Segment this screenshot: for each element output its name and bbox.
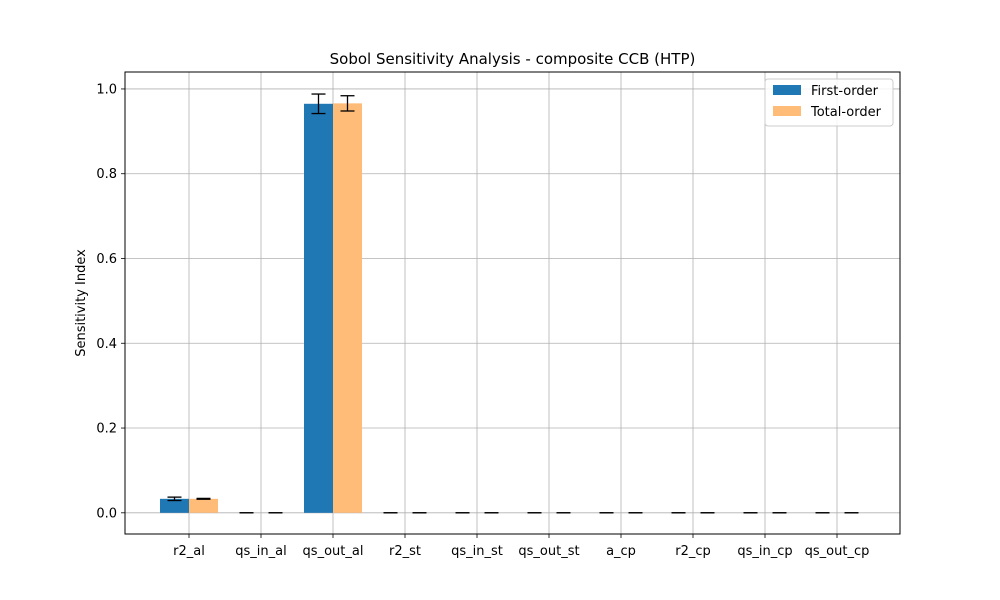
legend-label-first-order: First-order [811,84,879,99]
x-tick-label: r2_st [389,544,421,559]
tick-layer: 0.0 0.2 0.4 0.6 0.8 1.0 r2_al qs_in_al qs_out_al… [96,82,869,559]
legend-swatch-first-order [773,85,801,95]
x-tick-label: qs_in_cp [737,544,792,559]
x-tick-label: r2_cp [675,544,711,559]
chart-title: Sobol Sensitivity Analysis - composite C… [330,50,696,68]
bar-total-order-r2_al [189,498,218,513]
y-tick-label: 0.2 [96,422,117,437]
x-tick-label: qs_in_st [451,544,503,559]
bar-layer [160,103,362,513]
y-tick-label: 0.4 [96,337,117,352]
y-tick-label: 0.0 [96,506,117,521]
x-tick-label: qs_out_al [303,544,364,559]
error-bar-layer [167,93,859,514]
y-tick-label: 1.0 [96,82,117,97]
x-tick-label: qs_out_cp [805,544,870,559]
y-tick-label: 0.6 [96,252,117,267]
legend-swatch-total-order [773,106,801,116]
bar-first-order-qs_out_al [304,103,333,513]
legend-label-total-order: Total-order [810,105,882,120]
legend: First-order Total-order [764,78,894,127]
y-tick-label: 0.8 [96,167,117,182]
x-tick-label: qs_in_al [235,544,286,559]
x-tick-label: qs_out_st [518,544,579,559]
plot-frame [124,71,901,535]
y-axis-label: Sensitivity Index [74,249,89,357]
x-tick-label: r2_al [173,544,205,559]
x-tick-label: a_cp [606,544,636,559]
bar-first-order-r2_al [160,498,189,513]
bar-total-order-qs_out_al [333,103,362,513]
